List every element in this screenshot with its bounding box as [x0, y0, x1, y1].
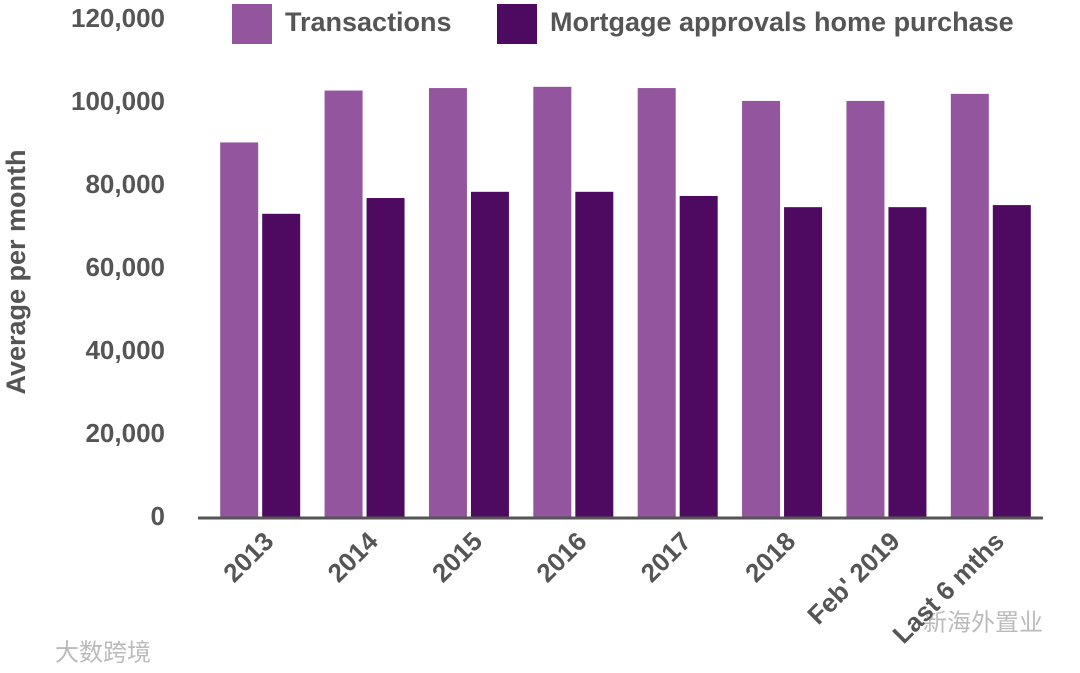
- bar: [220, 142, 259, 519]
- bar: [992, 205, 1031, 518]
- x-tick-label: 2014: [322, 526, 384, 588]
- legend-label: Transactions: [285, 7, 452, 37]
- y-tick-label: 100,000: [71, 86, 165, 116]
- legend-label: Mortgage approvals home purchase: [550, 7, 1014, 37]
- bar: [637, 88, 676, 518]
- y-tick-label: 80,000: [85, 169, 165, 199]
- x-tick-label: 2015: [426, 526, 488, 588]
- watermark: 新海外置业: [923, 609, 1043, 636]
- bar: [533, 86, 572, 518]
- y-tick-label: 20,000: [85, 418, 165, 448]
- bar: [846, 100, 885, 519]
- legend-swatch: [232, 4, 272, 44]
- bar: [888, 207, 927, 519]
- y-tick-label: 60,000: [85, 252, 165, 282]
- y-tick-label: 120,000: [71, 3, 165, 33]
- bar: [950, 93, 989, 519]
- y-tick-label: 40,000: [85, 335, 165, 365]
- x-tick-label: 2017: [635, 526, 697, 588]
- x-tick-label: Feb' 2019: [801, 526, 905, 630]
- y-tick-label: 0: [151, 501, 165, 531]
- x-tick-label: 2018: [739, 526, 801, 588]
- bar: [575, 191, 614, 518]
- y-axis-title: Average per month: [1, 149, 31, 394]
- bar: [470, 191, 509, 518]
- bar: [366, 198, 405, 518]
- bar: [262, 213, 301, 518]
- bar: [742, 100, 781, 519]
- bar: [324, 90, 363, 519]
- bar: [784, 207, 823, 519]
- x-tick-label: 2016: [530, 526, 592, 588]
- x-tick-label: 2013: [217, 526, 279, 588]
- bar: [428, 88, 467, 518]
- bar: [679, 195, 718, 518]
- legend-swatch: [497, 4, 537, 44]
- watermark: 大数跨境: [55, 639, 151, 666]
